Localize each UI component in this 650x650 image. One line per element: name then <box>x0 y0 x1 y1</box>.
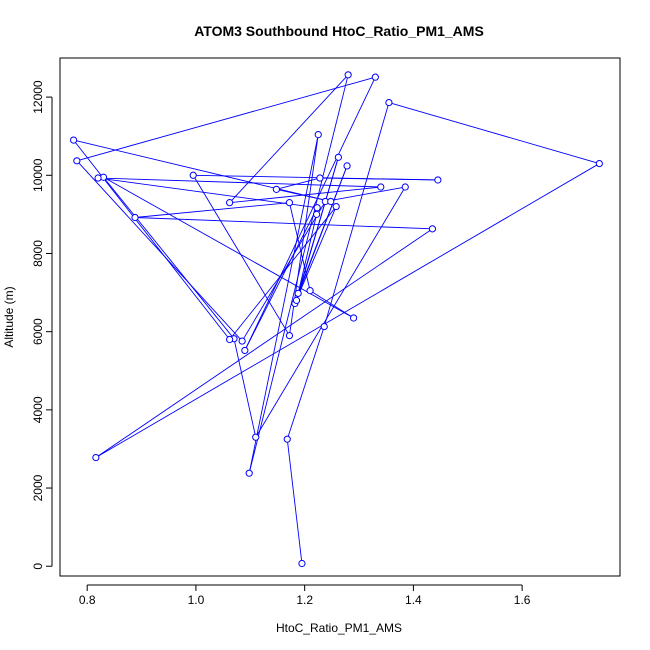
data-point <box>332 202 340 211</box>
series-segment <box>76 76 376 162</box>
data-point <box>377 183 385 191</box>
series-segment <box>244 76 376 351</box>
y-tick-label: 2000 <box>31 474 45 501</box>
series-segment <box>244 207 318 351</box>
x-axis-label: HtoC_Ratio_PM1_AMS <box>276 621 402 635</box>
series-segment <box>103 176 235 339</box>
x-tick-label: 1.2 <box>296 593 313 607</box>
series-segment <box>95 163 600 458</box>
series-segment <box>135 217 433 230</box>
plot-frame <box>59 57 621 577</box>
chart-title: ATOM3 Southbound HtoC_Ratio_PM1_AMS <box>194 23 484 39</box>
series-segment <box>103 176 354 319</box>
series-segment <box>276 177 320 190</box>
series-segment <box>323 102 390 327</box>
data-point <box>238 337 246 345</box>
data-point <box>334 153 342 161</box>
x-axis: 0.8 1.0 1.2 1.4 1.6 <box>79 584 531 607</box>
series-segment <box>233 338 257 438</box>
y-tick-label: 12000 <box>31 80 45 114</box>
series-segment <box>325 186 406 202</box>
y-tick-label: 0 <box>31 563 45 570</box>
series-segment <box>248 134 319 474</box>
y-tick-label: 6000 <box>31 318 45 345</box>
series-segment <box>73 139 230 340</box>
series-segment <box>297 165 348 294</box>
data-point <box>272 185 280 193</box>
series-segment <box>76 160 243 342</box>
y-tick-label: 10000 <box>31 158 45 192</box>
series-segment <box>388 102 600 164</box>
data-point <box>349 314 358 322</box>
x-tick-label: 1.6 <box>514 593 531 607</box>
series-points <box>69 71 603 568</box>
series-segment <box>319 177 438 181</box>
data-point <box>434 176 442 184</box>
series-segment <box>134 202 290 218</box>
data-point <box>371 73 379 81</box>
data-point <box>189 171 197 179</box>
data-point <box>344 71 352 79</box>
x-tick-label: 1.0 <box>188 593 205 607</box>
y-axis: 0 2000 4000 6000 8000 10000 12000 <box>31 80 53 570</box>
series-segment <box>192 175 290 336</box>
data-point <box>285 331 294 340</box>
y-axis-label: Altitude (m) <box>2 286 16 347</box>
data-point <box>285 199 294 207</box>
data-point <box>94 174 102 182</box>
data-point <box>327 197 335 206</box>
data-point <box>245 469 253 477</box>
data-point <box>69 136 78 144</box>
data-point <box>226 199 234 207</box>
data-point <box>313 210 321 218</box>
series-segment <box>229 206 337 340</box>
series-segment <box>286 439 303 564</box>
data-point <box>343 162 351 170</box>
y-tick-label: 4000 <box>31 396 45 423</box>
series-segment <box>294 206 337 304</box>
series-segment <box>98 177 381 188</box>
data-point <box>252 433 260 441</box>
series-segment <box>296 214 318 301</box>
data-point <box>131 213 139 222</box>
data-point <box>401 183 409 191</box>
data-point <box>385 98 393 107</box>
data-point <box>241 346 249 355</box>
series-lines <box>73 74 600 564</box>
data-point <box>320 322 328 331</box>
y-tick-label: 8000 <box>31 240 45 267</box>
series-segment <box>229 186 381 204</box>
x-tick-label: 1.4 <box>405 593 422 607</box>
series-segment <box>73 139 331 202</box>
data-point <box>292 296 301 304</box>
series-segment <box>95 228 433 458</box>
data-point <box>226 335 234 344</box>
data-point <box>283 435 291 443</box>
data-point <box>294 289 302 297</box>
series-segment <box>286 326 325 440</box>
data-point <box>313 204 321 212</box>
series-segment <box>296 157 339 301</box>
data-point <box>298 559 306 568</box>
data-point <box>595 159 603 168</box>
series-segment <box>241 201 326 342</box>
data-point <box>92 453 100 462</box>
data-point <box>316 174 324 182</box>
data-point <box>314 131 322 139</box>
series-segment <box>229 74 349 203</box>
data-point <box>428 225 437 233</box>
x-tick-label: 0.8 <box>79 593 96 607</box>
series-segment <box>97 177 318 209</box>
data-point <box>306 287 314 295</box>
data-point <box>73 157 81 165</box>
series-segment <box>255 186 406 438</box>
